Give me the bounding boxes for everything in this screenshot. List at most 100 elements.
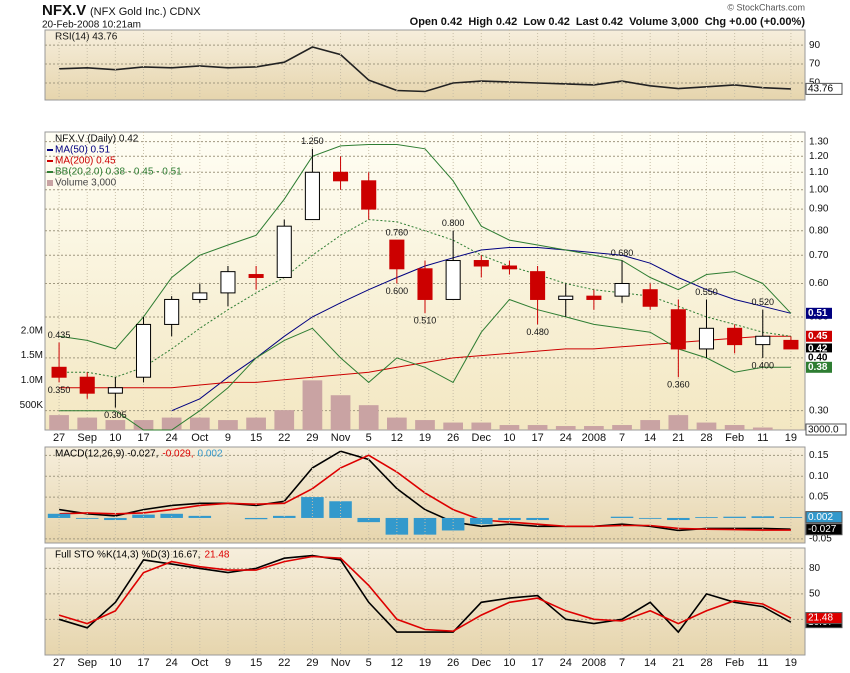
volume-bar — [331, 395, 351, 430]
x-tick-label: Oct — [191, 657, 208, 668]
x-tick-label: 27 — [53, 657, 65, 668]
volume-bar — [303, 380, 323, 430]
legend-swatch — [47, 160, 53, 162]
candle-body — [418, 269, 432, 300]
value-tag-label: 0.002 — [808, 512, 833, 523]
low-label: 0.400 — [752, 360, 775, 370]
x-tick-label: 19 — [785, 657, 797, 668]
high-label: 1.250 — [301, 136, 324, 146]
x-tick-label: Feb — [725, 657, 744, 668]
high-label: 0.435 — [48, 330, 71, 340]
histogram-bar — [76, 518, 99, 519]
volume-bar — [415, 420, 435, 430]
x-tick-label: 21 — [672, 432, 684, 444]
candle-body — [249, 275, 263, 278]
y-tick-label: 90 — [809, 40, 821, 51]
value-tag-label: -0.027 — [808, 524, 837, 535]
x-tick-label: 24 — [166, 657, 178, 668]
volume-bar — [106, 420, 126, 430]
x-tick-label: 9 — [225, 657, 231, 668]
volume-bar — [668, 415, 688, 430]
volume-bar — [640, 420, 660, 430]
histogram-bar — [48, 514, 71, 518]
x-tick-label: 19 — [785, 432, 797, 444]
volume-bar — [162, 418, 182, 430]
panel — [45, 30, 805, 100]
volume-bar — [274, 410, 294, 430]
x-tick-label: 2008 — [582, 657, 606, 668]
histogram-bar — [780, 517, 803, 518]
candle-body — [221, 272, 235, 293]
volume-bar — [471, 423, 491, 430]
x-tick-label: 7 — [619, 657, 625, 668]
volume-bar — [753, 428, 773, 430]
x-tick-label: 17 — [137, 657, 149, 668]
copyright: © StockCharts.com — [727, 2, 805, 12]
x-tick-label: 14 — [644, 432, 656, 444]
low-label: 0.360 — [667, 380, 690, 390]
panel-title: RSI(14) 43.76 — [55, 32, 118, 43]
legend-swatch — [47, 149, 53, 151]
candle-body — [80, 377, 94, 393]
y-tick-label: 1.00 — [809, 184, 829, 195]
candle-body — [671, 310, 685, 349]
candle-body — [334, 172, 348, 181]
x-tick-label: 10 — [109, 432, 121, 444]
volume-bar — [190, 418, 210, 430]
low-label: 0.480 — [526, 327, 549, 337]
quote: Open 0.42 High 0.42 Low 0.42 Last 0.42 V… — [410, 16, 806, 28]
candle-body — [108, 388, 122, 393]
candle-body — [756, 336, 770, 344]
x-tick-label: 15 — [250, 657, 262, 668]
legend-entry: -0.029, — [162, 449, 193, 460]
volume-tick-label: 500K — [20, 400, 44, 411]
x-tick-label: 29 — [306, 657, 318, 668]
panel-title: NFX.V (Daily) 0.42 — [55, 134, 139, 145]
volume-bar — [528, 425, 548, 430]
x-tick-label: 24 — [560, 432, 572, 444]
candle-body — [474, 261, 488, 266]
x-tick-label: 29 — [306, 432, 318, 444]
price-tag-label: 0.51 — [808, 308, 828, 319]
candle-body — [531, 272, 545, 300]
volume-tick-label: 2.0M — [21, 325, 43, 336]
x-tick-label: 27 — [53, 432, 65, 444]
volume-bar — [725, 425, 745, 430]
candle-body — [615, 283, 629, 296]
histogram-bar — [329, 501, 352, 518]
volume-bar — [387, 418, 407, 430]
volume-bar — [77, 418, 97, 430]
y-tick-label: 0.70 — [809, 250, 829, 261]
histogram-bar — [357, 518, 380, 522]
low-label: 0.510 — [414, 316, 437, 326]
histogram-bar — [695, 517, 718, 518]
candle-body — [699, 328, 713, 349]
y-tick-label: 0.30 — [809, 405, 829, 416]
x-tick-label: Dec — [472, 432, 492, 444]
x-tick-label: 26 — [447, 657, 459, 668]
x-tick-label: 26 — [447, 432, 459, 444]
x-tick-label: 21 — [672, 657, 684, 668]
legend-entry: MACD(12,26,9) -0.027, — [55, 449, 158, 460]
volume-bar — [584, 426, 604, 430]
x-tick-label: Oct — [191, 432, 208, 444]
low-label: 0.350 — [48, 385, 71, 395]
x-tick-label: 24 — [166, 432, 178, 444]
volume-tag-label: 3000.0 — [808, 425, 839, 436]
low-label: 0.305 — [104, 410, 127, 420]
candle-body — [446, 261, 460, 300]
x-tick-label: 10 — [109, 657, 121, 668]
x-tick-label: Nov — [331, 432, 351, 444]
y-tick-label: 70 — [809, 59, 821, 70]
volume-bar — [500, 425, 520, 430]
high-label: 0.520 — [752, 297, 775, 307]
high-label: 0.680 — [611, 248, 634, 258]
x-tick-label: 15 — [250, 432, 262, 444]
volume-bar — [556, 426, 576, 430]
legend-swatch — [47, 171, 53, 173]
y-tick-label: 0.15 — [809, 450, 829, 461]
candle-body — [305, 172, 319, 219]
candle-body — [502, 266, 516, 269]
x-tick-label: 19 — [419, 657, 431, 668]
